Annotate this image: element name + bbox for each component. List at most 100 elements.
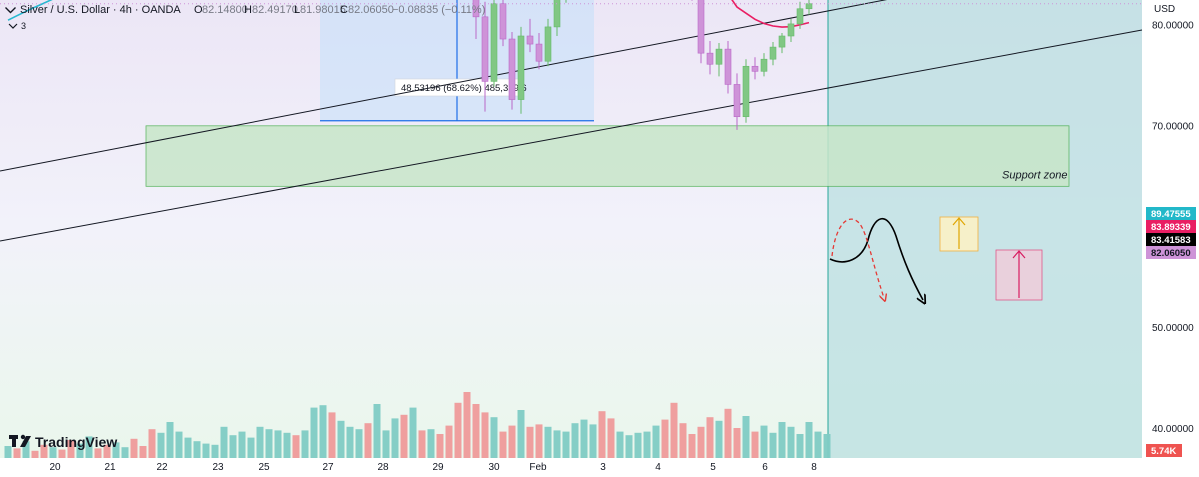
candle-body[interactable] — [706, 52, 714, 65]
volume-bar — [310, 407, 318, 458]
y-tick-label: 80.00000 — [1152, 20, 1194, 31]
price-badge — [1146, 207, 1196, 220]
price-badge — [1146, 246, 1196, 259]
candle-body[interactable] — [760, 58, 768, 72]
candle-body[interactable] — [526, 35, 534, 45]
symbol-title[interactable]: Silver / U.S. Dollar · 4h · OANDA — [20, 4, 181, 16]
volume-bar — [211, 444, 219, 458]
volume-bar — [364, 423, 372, 458]
brand-name: TradingView — [35, 434, 117, 450]
volume-bar — [823, 434, 831, 458]
volume-bar — [490, 417, 498, 458]
candle-body[interactable] — [787, 23, 795, 37]
candle-body[interactable] — [751, 65, 759, 72]
candle-body[interactable] — [517, 35, 525, 100]
candle-body[interactable] — [697, 0, 705, 54]
volume-bar — [544, 426, 552, 458]
volume-bar — [499, 431, 507, 458]
volume-bar — [391, 418, 399, 458]
volume-bar — [607, 418, 615, 458]
forecast-region — [828, 0, 1142, 458]
ohlc-high: 82.49170 — [252, 4, 298, 16]
price-badge-text: 82.06050 — [1151, 248, 1191, 259]
indicators-chevron-icon[interactable] — [8, 23, 18, 29]
candlesticks — [472, 0, 813, 130]
volume-bar — [535, 424, 543, 458]
candle-body[interactable] — [805, 3, 813, 10]
channel-lower-line[interactable] — [0, 29, 1143, 242]
volume-bar — [742, 416, 750, 458]
arrow-up-icon — [952, 217, 966, 226]
candle-body[interactable] — [733, 84, 741, 118]
volume-bar — [283, 432, 291, 458]
volume-bars — [4, 392, 831, 458]
volume-bar — [688, 434, 696, 458]
price-badge-text: 83.41583 — [1151, 235, 1191, 246]
volume-bar — [760, 425, 768, 458]
candle-body[interactable] — [742, 65, 750, 118]
x-tick-label: 4 — [655, 462, 661, 473]
volume-bar — [643, 431, 651, 458]
volume-bar — [778, 422, 786, 458]
candle-body[interactable] — [472, 0, 480, 18]
ohlc-open: 82.14800 — [202, 4, 248, 16]
projection-arrow-alternate[interactable] — [831, 218, 884, 298]
ohlc-close: 82.06050 — [348, 4, 394, 16]
measure-label: 48.53196 (68.62%) 485,319.6 — [401, 83, 527, 94]
currency-label: USD — [1154, 4, 1175, 15]
candle-body[interactable] — [508, 38, 516, 100]
projection-arrow-primary[interactable] — [829, 217, 923, 300]
volume-bar — [526, 426, 534, 458]
channel-upper-line[interactable] — [0, 0, 900, 172]
volume-bar — [706, 417, 714, 458]
volume-bar — [796, 434, 804, 458]
ohlc-change: −0.08835 (−0.11%) — [392, 4, 485, 16]
candle-body[interactable] — [715, 48, 723, 65]
candle-body[interactable] — [544, 26, 552, 62]
volume-bar — [724, 408, 732, 458]
volume-bar — [670, 402, 678, 458]
volume-bar — [175, 431, 183, 458]
candle-body[interactable] — [778, 35, 786, 48]
volume-bar — [508, 425, 516, 458]
volume-bar — [787, 426, 795, 458]
volume-bar — [634, 432, 642, 458]
support-zone[interactable] — [145, 125, 1070, 187]
price-badge — [1146, 220, 1196, 233]
volume-bar — [346, 426, 354, 458]
price-badge — [1146, 233, 1196, 246]
volume-bar — [247, 437, 255, 458]
chevron-down-icon[interactable] — [5, 7, 16, 14]
candle-body[interactable] — [535, 43, 543, 62]
ohlc-open-label: O — [194, 4, 203, 16]
volume-bar — [301, 430, 309, 458]
candle-body[interactable] — [796, 8, 804, 25]
ohlc-high-label: H — [244, 4, 252, 16]
volume-bar — [679, 423, 687, 458]
x-tick-label: 25 — [258, 462, 270, 473]
volume-bar — [769, 432, 777, 458]
volume-bar — [22, 441, 30, 458]
price-badge-text: 89.47555 — [1151, 209, 1191, 220]
candle-body[interactable] — [490, 3, 498, 82]
volume-bar — [229, 435, 237, 458]
candle-body[interactable] — [481, 16, 489, 82]
volume-bar — [220, 426, 228, 458]
candle-body[interactable] — [553, 0, 561, 28]
volume-bar — [121, 447, 129, 458]
x-tick-label: 5 — [710, 462, 716, 473]
indicator-count: 3 — [21, 21, 26, 31]
x-tick-label: 6 — [762, 462, 768, 473]
chart-header: Silver / U.S. Dollar · 4h · OANDA O 82.1… — [5, 4, 485, 31]
volume-bar — [562, 431, 570, 458]
candle-body[interactable] — [724, 48, 732, 85]
volume-bar — [337, 420, 345, 458]
candle-body[interactable] — [769, 46, 777, 60]
volume-bar — [130, 438, 138, 458]
volume-bar — [319, 405, 327, 458]
volume-bar — [625, 435, 633, 458]
candle-body[interactable] — [499, 3, 507, 40]
volume-bar — [481, 412, 489, 458]
